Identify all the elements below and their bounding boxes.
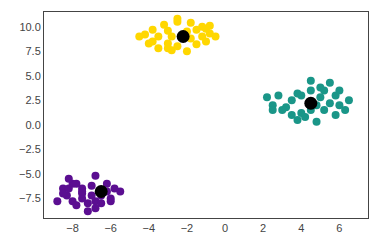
svg-text:−2: −2 xyxy=(181,222,194,234)
svg-text:4: 4 xyxy=(298,222,304,234)
svg-text:−2.5: −2.5 xyxy=(19,143,41,155)
svg-text:−8: −8 xyxy=(66,222,79,234)
svg-text:−6: −6 xyxy=(104,222,117,234)
svg-text:7.5: 7.5 xyxy=(26,45,41,57)
svg-text:5.0: 5.0 xyxy=(26,70,41,82)
svg-text:2.5: 2.5 xyxy=(26,94,41,106)
svg-text:−4: −4 xyxy=(143,222,156,234)
svg-text:0: 0 xyxy=(222,222,228,234)
svg-text:10.0: 10.0 xyxy=(19,21,40,33)
svg-text:−5.0: −5.0 xyxy=(19,168,41,180)
svg-text:0.0: 0.0 xyxy=(26,119,41,131)
svg-text:−7.5: −7.5 xyxy=(19,192,41,204)
svg-text:2: 2 xyxy=(260,222,266,234)
svg-text:6: 6 xyxy=(336,222,342,234)
